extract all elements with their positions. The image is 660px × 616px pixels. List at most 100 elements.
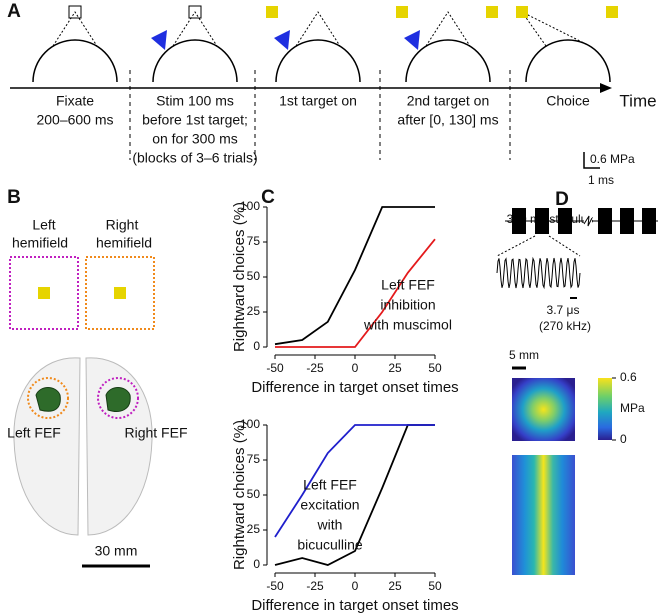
pulse: [535, 208, 549, 234]
fixation: [68, 5, 82, 19]
y-axis-label: Rightward choices (%): [231, 420, 248, 570]
y-tick-label: 0: [253, 557, 260, 571]
fixation: [188, 5, 202, 19]
y-tick-label: 50: [247, 269, 261, 283]
head: [275, 39, 361, 83]
x-axis-label: Difference in target onset times: [251, 379, 458, 396]
series-line: [275, 238, 436, 348]
y-tick-label: 25: [247, 522, 261, 536]
stage-label: on for 300 ms: [152, 131, 238, 147]
stage-label: 2nd target on: [407, 93, 490, 109]
series-line: [274, 424, 435, 538]
stage-label: Stim 100 ms: [156, 93, 234, 109]
heatmap-lateral: [512, 455, 575, 575]
y-tick-label: 0: [253, 339, 260, 353]
stage-label: 1st target on: [279, 93, 357, 109]
annotation: Left FEF: [303, 477, 357, 493]
x-tick-label: -50: [266, 579, 284, 593]
stage-label: before 1st target;: [142, 112, 248, 128]
scale-label: 0.6 MPa: [590, 152, 635, 166]
y-tick-label: 100: [240, 417, 260, 431]
x-tick-label: -25: [306, 579, 324, 593]
hemifield-label: Right: [106, 217, 139, 233]
panel-label: A: [7, 1, 21, 22]
time-arrow: [600, 83, 612, 93]
hemifield-label: hemifield: [96, 235, 152, 251]
colorbar-tick-label: 0.6: [620, 370, 637, 384]
head: [525, 39, 611, 83]
stage-label: after [0, 130] ms: [397, 112, 498, 128]
stimulator: [404, 30, 420, 50]
pulse: [598, 208, 612, 234]
pulse: [620, 208, 634, 234]
axis-label: Time: [619, 91, 656, 110]
region-label: Left FEF: [7, 425, 61, 441]
frequency-label: (270 kHz): [539, 319, 591, 333]
x-tick-label: 25: [388, 361, 402, 375]
region-label: Right FEF: [124, 425, 187, 441]
gaze: [295, 11, 341, 47]
x-tick-label: -50: [266, 361, 284, 375]
scale-label: 5 mm: [509, 348, 539, 362]
x-tick-label: 25: [388, 579, 402, 593]
annotation: Left FEF: [381, 277, 435, 293]
stage-label: (blocks of 3–6 trials): [132, 150, 257, 166]
brain: [13, 357, 153, 568]
x-tick-label: 50: [428, 579, 442, 593]
target: [486, 6, 498, 18]
x-tick-label: 0: [352, 579, 359, 593]
head: [405, 39, 491, 83]
y-axis-label: Rightward choices (%): [231, 202, 248, 352]
x-tick-label: 0: [352, 361, 359, 375]
stimulator: [274, 30, 290, 50]
head: [32, 39, 118, 83]
annotation: with: [317, 517, 343, 533]
hemifield-label: hemifield: [12, 235, 68, 251]
x-tick-label: 50: [428, 361, 442, 375]
x-tick-label: -25: [306, 361, 324, 375]
colorbar-label: MPa: [620, 401, 645, 415]
zoom: [496, 235, 536, 257]
panel-label: B: [7, 187, 21, 208]
head: [152, 39, 238, 83]
gaze: [172, 11, 218, 47]
stage-label: Fixate: [56, 93, 94, 109]
pulse: [642, 208, 656, 234]
heatmap-axial: [512, 378, 575, 441]
series-line: [274, 206, 435, 346]
y-tick-label: 50: [247, 487, 261, 501]
annotation: excitation: [300, 497, 359, 513]
annotation: inhibition: [380, 297, 435, 313]
y-tick-label: 75: [247, 452, 261, 466]
hemifields: [9, 256, 155, 330]
gaze: [52, 11, 98, 47]
stimulator: [151, 30, 167, 50]
panel-label: D: [555, 189, 569, 210]
zoom: [548, 235, 581, 257]
y-tick-label: 25: [247, 304, 261, 318]
y-tick-label: 75: [247, 234, 261, 248]
panel-label: C: [261, 187, 275, 208]
stage-label: Choice: [546, 93, 590, 109]
x-axis-label: Difference in target onset times: [251, 597, 458, 614]
scale-bar: [583, 152, 600, 169]
y-tick-label: 100: [240, 199, 260, 213]
hemifield-label: Left: [32, 217, 55, 233]
pulse: [512, 208, 526, 234]
scale-label: 1 ms: [588, 173, 614, 187]
colorbar: [598, 378, 612, 440]
scale-label: 30 mm: [95, 543, 138, 559]
gaze: [425, 11, 471, 47]
pulse: [558, 208, 572, 234]
target: [266, 6, 278, 18]
annotation: with muscimol: [363, 317, 452, 333]
colorbar-tick-label: 0: [620, 432, 627, 446]
annotation: bicuculline: [297, 537, 363, 553]
break-mark: [583, 215, 593, 227]
target: [606, 6, 618, 18]
target: [516, 6, 528, 18]
period-label: 3.7 μs: [547, 303, 580, 317]
waveform: [496, 256, 581, 290]
stage-label: 200–600 ms: [36, 112, 113, 128]
